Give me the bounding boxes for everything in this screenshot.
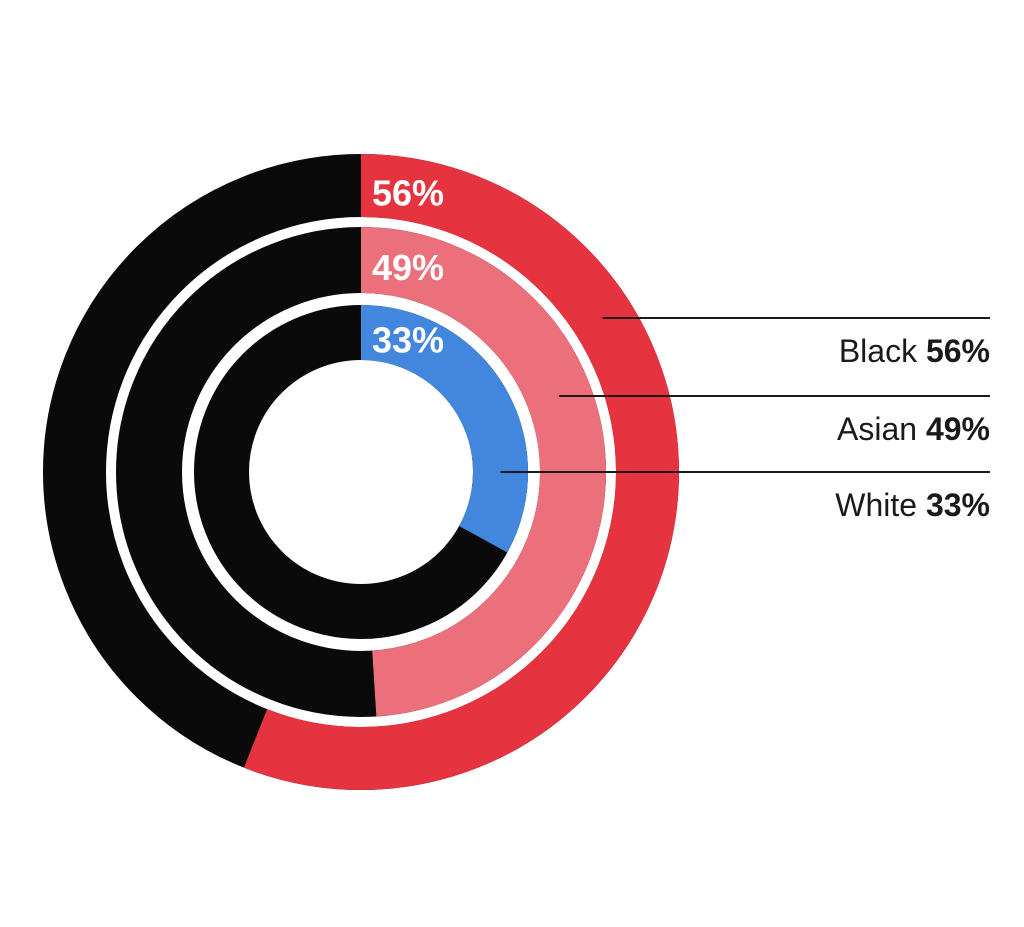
- ring-value-label-white: 33%: [372, 320, 444, 361]
- ring-arc-white: [361, 305, 529, 553]
- legend-name-asian: Asian: [837, 411, 926, 447]
- legend-value-white: 33%: [926, 487, 990, 523]
- legend-name-white: White: [835, 487, 926, 523]
- legend-label-asian: Asian 49%: [837, 411, 990, 447]
- ring-value-label-black: 56%: [372, 173, 444, 214]
- legend-label-white: White 33%: [835, 487, 990, 523]
- ring-arc-asian: [361, 227, 606, 717]
- ring-arc-black: [243, 154, 680, 790]
- legend-label-black: Black 56%: [839, 333, 990, 369]
- legend-value-asian: 49%: [926, 411, 990, 447]
- ring-value-label-asian: 49%: [372, 247, 444, 288]
- legend-name-black: Black: [839, 333, 926, 369]
- legend-value-black: 56%: [926, 333, 990, 369]
